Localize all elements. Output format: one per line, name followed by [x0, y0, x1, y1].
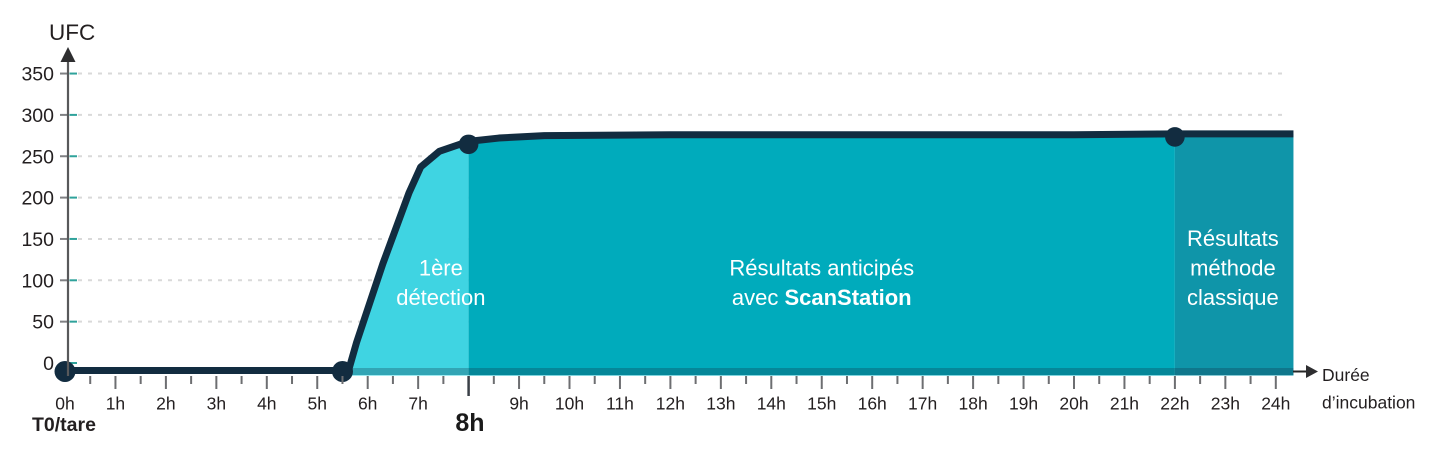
x-tick-label: 12h — [656, 394, 685, 414]
x-tick-label: 3h — [207, 394, 226, 414]
curve-marker-dot — [331, 361, 353, 382]
x-axis-title-line2: d’incubation — [1322, 393, 1415, 413]
y-axis-arrow-icon — [60, 47, 76, 62]
x-tick-label: 11h — [606, 394, 634, 414]
curve-marker-dot — [458, 134, 479, 155]
x-tick-label: 6h — [358, 394, 377, 414]
region-label-segment: méthode — [1190, 256, 1276, 281]
curve-marker-dot — [54, 361, 76, 382]
x-tick-label: 0h — [55, 394, 74, 414]
region-label-segment: Résultats — [1187, 226, 1279, 251]
x-tick-label: 17h — [908, 394, 937, 414]
y-tick-label: 250 — [21, 146, 54, 168]
x-tick-label: 5h — [308, 394, 327, 414]
x-tick-label: 22h — [1160, 394, 1189, 414]
y-tick-label: 50 — [32, 312, 54, 334]
x-tick-label: 9h — [509, 394, 528, 414]
y-tick-label: 0 — [43, 353, 54, 375]
x-axis-title-line1: Durée — [1322, 365, 1370, 385]
y-tick-label: 200 — [21, 188, 54, 210]
x-axis-arrow-icon — [1306, 365, 1318, 378]
x-axis-ticks-layer: 0h 1h 2h 3h 4h 5h 6h 7h 9h 10h 11h 12h 13h 14h 15h 16h 1… — [55, 376, 1290, 414]
x-tick-label: 16h — [858, 394, 887, 414]
origin-time-label: T0/tare — [32, 414, 96, 436]
detection-time-label: 8h — [455, 409, 484, 437]
region-label-classic-method: Résultats — [1187, 226, 1279, 251]
x-tick-label: 18h — [958, 394, 987, 414]
region-label-classic-method: méthode — [1190, 256, 1276, 281]
region-label-segment: détection — [396, 285, 485, 310]
region-label-bold-segment: ScanStation — [784, 285, 911, 310]
region-label-segment: 1ère — [419, 256, 463, 281]
x-tick-label: 20h — [1059, 394, 1088, 414]
y-tick-label: 300 — [21, 105, 54, 127]
x-tick-label: 1h — [106, 394, 125, 414]
region-fills-layer — [344, 133, 1294, 376]
region-fill-scanstation-anticipated — [468, 133, 1175, 376]
x-tick-label: 23h — [1211, 394, 1240, 414]
x-tick-label: 4h — [257, 394, 276, 414]
region-label-scanstation-anticipated: Résultats anticipés — [729, 256, 914, 281]
y-tick-label: 150 — [21, 229, 54, 251]
region-labels-layer: 1ère détection Résultats anticipés avec Sca… — [396, 226, 1279, 310]
x-tick-label: 21h — [1110, 394, 1139, 414]
region-fill-classic-method — [1174, 133, 1294, 376]
region-label-segment: classique — [1187, 285, 1279, 310]
x-tick-label: 2h — [156, 394, 175, 414]
growth-curve-layer — [54, 127, 1294, 382]
region-fill-first-detection — [344, 141, 469, 376]
x-tick-label: 14h — [757, 394, 786, 414]
x-tick-label: 13h — [706, 394, 735, 414]
region-label-segment: Résultats anticipés — [729, 256, 914, 281]
x-tick-label: 10h — [555, 394, 584, 414]
region-label-scanstation-anticipated: avec ScanStation — [732, 285, 912, 310]
y-axis-title: UFC — [49, 20, 95, 45]
y-tick-label: 350 — [21, 64, 54, 86]
x-tick-label: 7h — [408, 394, 427, 414]
region-label-first-detection: détection — [396, 285, 485, 310]
region-label-first-detection: 1ère — [419, 256, 463, 281]
x-tick-label: 19h — [1009, 394, 1038, 414]
y-tick-label: 100 — [21, 270, 54, 292]
x-tick-label: 24h — [1261, 394, 1290, 414]
x-tick-label: 15h — [807, 394, 836, 414]
region-label-segment: avec — [732, 285, 785, 310]
curve-marker-dot — [1165, 127, 1185, 147]
region-label-classic-method: classique — [1187, 285, 1279, 310]
